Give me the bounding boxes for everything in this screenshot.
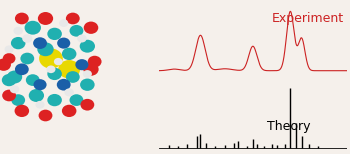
Circle shape — [83, 63, 99, 76]
Circle shape — [22, 34, 33, 43]
Circle shape — [66, 71, 80, 83]
Circle shape — [84, 22, 98, 34]
Circle shape — [13, 27, 23, 35]
Circle shape — [3, 53, 15, 64]
Circle shape — [5, 45, 14, 53]
Circle shape — [62, 48, 76, 60]
Circle shape — [2, 74, 16, 86]
Circle shape — [59, 19, 68, 27]
Circle shape — [47, 68, 62, 80]
Circle shape — [70, 25, 83, 37]
Circle shape — [35, 101, 44, 109]
Circle shape — [2, 90, 16, 101]
Circle shape — [15, 63, 29, 75]
Circle shape — [7, 71, 22, 83]
Text: Theory: Theory — [267, 120, 310, 133]
Circle shape — [66, 13, 80, 24]
Text: Experiment: Experiment — [272, 12, 344, 25]
Circle shape — [15, 13, 29, 24]
Circle shape — [80, 99, 94, 111]
Circle shape — [47, 94, 62, 106]
Circle shape — [29, 89, 44, 102]
Circle shape — [0, 59, 11, 71]
Circle shape — [47, 65, 56, 73]
Circle shape — [80, 40, 95, 53]
Circle shape — [39, 49, 63, 69]
Circle shape — [26, 74, 40, 86]
Circle shape — [38, 110, 52, 121]
Circle shape — [20, 53, 34, 64]
Circle shape — [75, 59, 89, 70]
Circle shape — [11, 37, 26, 49]
Circle shape — [88, 56, 101, 67]
Circle shape — [64, 88, 74, 96]
Circle shape — [38, 12, 53, 25]
Circle shape — [15, 105, 29, 117]
Circle shape — [34, 79, 47, 90]
Circle shape — [70, 94, 83, 106]
Circle shape — [62, 105, 76, 117]
Circle shape — [33, 37, 47, 49]
Circle shape — [47, 28, 62, 40]
Circle shape — [57, 79, 71, 91]
Circle shape — [80, 79, 95, 91]
Circle shape — [77, 34, 87, 43]
Circle shape — [54, 58, 63, 65]
Circle shape — [11, 94, 25, 106]
Circle shape — [57, 38, 70, 49]
Circle shape — [58, 60, 80, 79]
Circle shape — [10, 85, 19, 93]
Circle shape — [83, 70, 92, 78]
Circle shape — [25, 21, 41, 35]
Circle shape — [37, 42, 54, 56]
